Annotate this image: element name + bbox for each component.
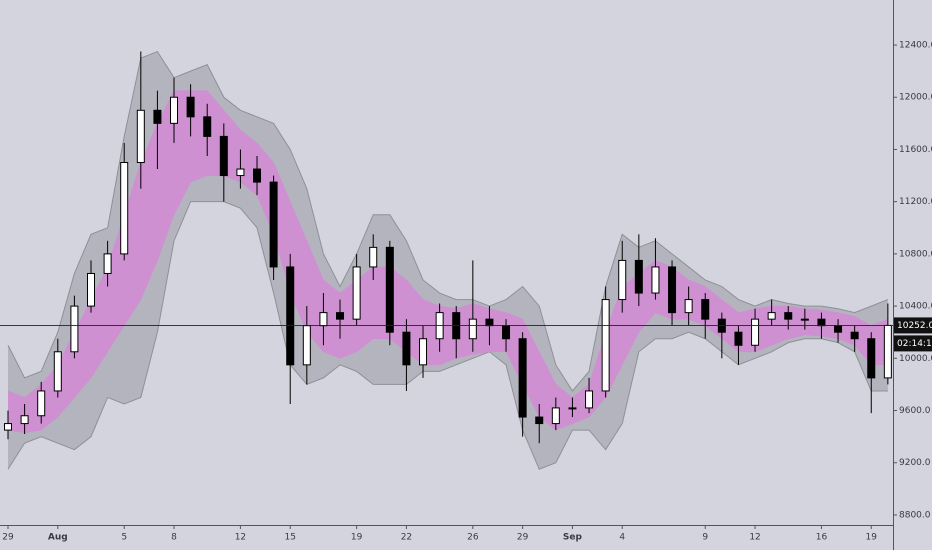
candle-body bbox=[850, 331, 859, 340]
candle-body bbox=[800, 318, 809, 321]
candle-body bbox=[103, 253, 112, 274]
candle-body bbox=[53, 351, 62, 392]
candle-body bbox=[468, 318, 477, 340]
x-tick-label: 12 bbox=[749, 533, 760, 543]
candle-body bbox=[37, 390, 46, 417]
candle-body bbox=[269, 181, 278, 268]
candle-body bbox=[120, 162, 129, 255]
bollinger-lower bbox=[7, 201, 888, 470]
candle-body bbox=[601, 299, 610, 392]
keltner-upper bbox=[7, 90, 888, 398]
candle-body bbox=[186, 96, 195, 118]
candle-body bbox=[4, 423, 13, 431]
y-tick-label: 12400.0 bbox=[899, 41, 932, 51]
candle-body bbox=[369, 246, 378, 268]
candle-body bbox=[336, 312, 345, 320]
candle-body bbox=[651, 266, 660, 294]
last-price-box bbox=[894, 317, 932, 334]
candle-body bbox=[551, 407, 560, 425]
y-tick-label: 9200.0 bbox=[899, 458, 931, 468]
x-tick-label: 26 bbox=[467, 533, 479, 543]
candle-body bbox=[87, 272, 96, 307]
y-tick-label: 12000.0 bbox=[899, 93, 932, 103]
candle-body bbox=[568, 407, 577, 410]
candle-body bbox=[684, 299, 693, 314]
x-tick-label: 29 bbox=[2, 533, 14, 543]
candle-body bbox=[136, 109, 145, 164]
candle-body bbox=[385, 246, 394, 333]
candle-body bbox=[236, 168, 245, 177]
candle-body bbox=[784, 312, 793, 320]
candle-body bbox=[402, 331, 411, 366]
keltner-lower bbox=[7, 175, 888, 433]
x-tick-label: Aug bbox=[48, 533, 68, 543]
x-tick-label: 8 bbox=[171, 533, 177, 543]
candle-body bbox=[634, 259, 643, 294]
x-tick-label: 29 bbox=[517, 533, 529, 543]
candle-body bbox=[70, 305, 79, 353]
candle-body bbox=[867, 338, 876, 379]
y-tick-label: 10400.0 bbox=[899, 302, 932, 312]
y-tick-label: 8800.0 bbox=[899, 510, 931, 520]
candle-body bbox=[203, 116, 212, 137]
candle-body bbox=[618, 259, 627, 301]
x-tick-label: 19 bbox=[866, 533, 878, 543]
x-tick-label: 4 bbox=[619, 533, 625, 543]
x-tick-label: 19 bbox=[351, 533, 363, 543]
candle-body bbox=[701, 299, 710, 320]
candle-body bbox=[834, 325, 843, 333]
candle-body bbox=[319, 312, 328, 327]
countdown-label: 02:14:16 bbox=[897, 339, 932, 349]
countdown-box bbox=[894, 335, 932, 352]
candle-body bbox=[767, 312, 776, 320]
y-tick-label: 11600.0 bbox=[899, 145, 932, 155]
x-tick-label: 5 bbox=[121, 533, 127, 543]
candle-body bbox=[585, 390, 594, 409]
x-tick-label: 22 bbox=[401, 533, 412, 543]
candle-body bbox=[883, 324, 892, 379]
candle-body bbox=[20, 415, 29, 425]
x-tick-label: 9 bbox=[702, 533, 708, 543]
candle-body bbox=[518, 338, 527, 418]
bollinger-upper bbox=[7, 50, 889, 392]
candle-body bbox=[817, 318, 826, 327]
y-tick-label: 10800.0 bbox=[899, 249, 932, 259]
candle-body bbox=[153, 109, 162, 124]
x-tick-label: 12 bbox=[235, 533, 246, 543]
last-price-label: 10252.0 bbox=[897, 321, 932, 331]
x-tick-label: Sep bbox=[563, 533, 583, 543]
y-tick-label: 11200.0 bbox=[899, 197, 932, 207]
candle-body bbox=[419, 338, 428, 366]
candle-body bbox=[352, 266, 361, 320]
candle-body bbox=[668, 266, 677, 314]
candle-body bbox=[502, 325, 511, 340]
x-tick-label: 15 bbox=[284, 533, 295, 543]
candle-body bbox=[286, 266, 295, 366]
candle-body bbox=[535, 416, 544, 425]
candle-body bbox=[751, 318, 760, 346]
keltner-fill bbox=[8, 90, 888, 433]
candle-body bbox=[485, 318, 494, 327]
candle-body bbox=[734, 331, 743, 346]
candle-body bbox=[302, 325, 311, 366]
candle-body bbox=[170, 96, 179, 124]
plot-area bbox=[4, 50, 892, 470]
candle-body bbox=[219, 135, 228, 177]
x-tick-label: 16 bbox=[816, 533, 828, 543]
y-tick-label: 9600.0 bbox=[899, 406, 931, 416]
candle-body bbox=[253, 168, 262, 183]
y-tick-label: 10000.0 bbox=[899, 354, 932, 364]
